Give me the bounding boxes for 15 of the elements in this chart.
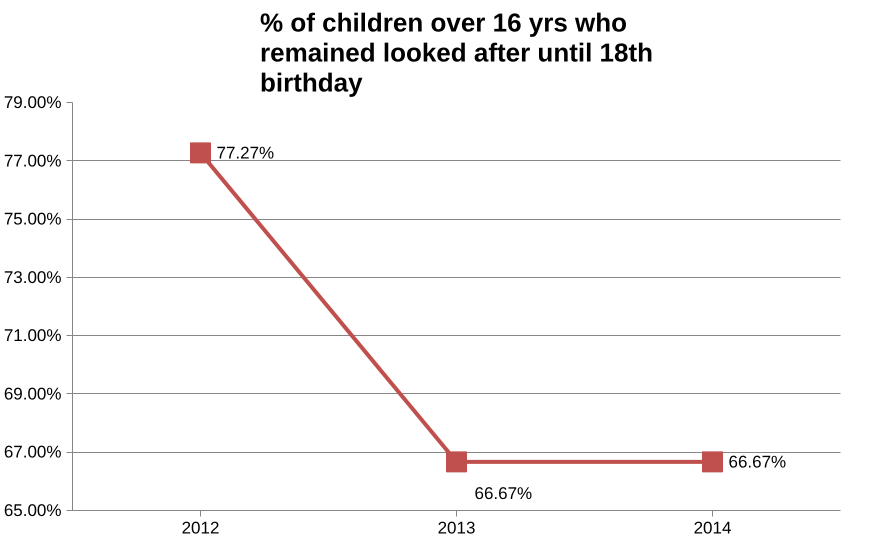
x-tick-label: 2014 (694, 518, 732, 538)
y-tick-label: 71.00% (4, 326, 62, 346)
y-tick-label: 75.00% (4, 210, 62, 229)
y-tick-label: 77.00% (4, 151, 62, 170)
y-tick-label: 67.00% (4, 442, 62, 462)
data-label: 66.67% (728, 452, 786, 472)
y-tick-label: 73.00% (4, 268, 62, 287)
y-tick-label: 65.00% (4, 501, 62, 520)
x-tick-label: 2013 (438, 518, 476, 538)
y-tick-label: 69.00% (4, 384, 62, 404)
chart-title: % of children over 16 yrs who remained looked after until 18th birthday (260, 8, 653, 98)
data-label: 77.27% (216, 143, 274, 162)
x-tick-label: 2012 (182, 518, 220, 538)
y-tick-label: 79.00% (4, 93, 62, 112)
data-label: 66.67% (474, 484, 532, 503)
